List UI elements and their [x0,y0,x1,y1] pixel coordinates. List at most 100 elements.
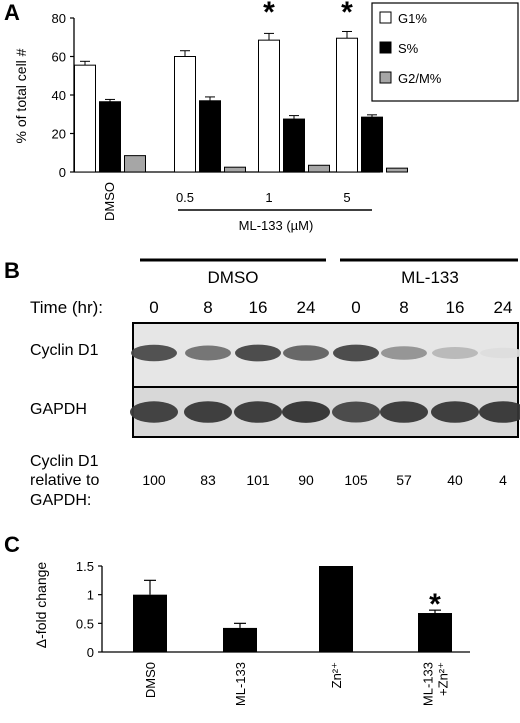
panel-c-y-axis: 0 0.5 1 1.5 [76,559,102,660]
bar-G2/M% [308,164,330,173]
y-tick-label: 20 [52,127,66,142]
cyclin-d1-band [333,344,379,362]
x-label: 0.5 [176,190,194,205]
gapdh-band [479,401,520,423]
quant-value: 101 [246,472,270,488]
y-tick-label: 1.5 [76,559,94,574]
time-value: 16 [446,298,465,317]
panel-a-ylabel: % of total cell # [13,48,29,143]
quant-value: 40 [447,472,463,488]
cyclin-d1-band [432,347,478,359]
panel-a-y-axis: 0 20 40 60 80 [52,11,74,180]
legend-swatch [379,41,392,54]
time-value: 0 [351,298,360,317]
x-label: DMS0 [143,662,158,698]
time-value: 8 [399,298,408,317]
panel-c-letter: C [4,532,20,557]
x-label: 5 [343,190,350,205]
significance-star: * [263,0,275,29]
quant-value: 83 [200,472,216,488]
gapdh-band [130,401,178,423]
panel-c-x-labels: DMS0 ML-133 Zn²⁺ ML-133 +Zn²⁺ [143,662,451,706]
y-tick-label: 0.5 [76,616,94,631]
cyclin-d1-band [131,344,177,362]
bar-G2/M% [124,155,146,173]
x-label: ML-133 [421,662,436,706]
x-label: Zn²⁺ [329,662,344,688]
quant-label-line1: Cyclin D1 [30,453,99,470]
time-value: 16 [249,298,268,317]
panel-c: C Δ-fold change 0 0.5 1 1.5 * DMS0 ML-133 Zn²… [4,532,470,706]
x-label: +Zn²⁺ [436,662,451,696]
y-tick-label: 40 [52,88,66,103]
bar-S% [361,116,383,173]
cyclin-d1-band [185,345,231,361]
y-tick-label: 80 [52,11,66,26]
time-value: 24 [494,298,513,317]
cyclin-d1-band [235,344,281,362]
bar-G1% [174,56,196,173]
bar-S% [199,100,221,173]
quant-value: 90 [298,472,314,488]
panel-a-group-label: ML-133 (µM) [239,218,314,233]
time-value: 24 [297,298,316,317]
bar-DMS0 [133,594,167,652]
legend-box [371,2,519,102]
panel-c-ylabel: Δ-fold change [33,562,49,649]
legend-swatch [379,11,392,24]
panel-b: B DMSO ML-133 Time (hr): 0 8 16 24 0 8 16 24 Cy… [4,258,520,509]
bar-G1% [336,37,358,173]
quant-value: 57 [396,472,412,488]
y-tick-label: 0 [59,165,66,180]
gapdh-band [234,401,282,423]
legend-label: G2/M% [398,71,442,86]
gapdh-bands [130,401,520,423]
cyclin-d1-band [381,346,427,360]
cyclin-d1-band [480,347,520,359]
x-label-dmso: DMSO [102,182,117,221]
group-label-dmso: DMSO [208,268,259,287]
quant-value: 100 [142,472,166,488]
bar-Zn²⁺ [319,566,353,652]
time-labels: 0 8 16 24 0 8 16 24 [149,298,512,317]
bar-G2/M% [386,167,408,173]
significance-star: * [429,588,441,621]
bar-ML-133 [223,627,257,652]
time-value: 0 [149,298,158,317]
bar-G1% [74,64,96,173]
group-label-ml133: ML-133 [401,268,459,287]
panel-b-letter: B [4,258,20,283]
quant-label-line2: relative to [30,472,99,489]
panel-c-bars: * [133,566,452,652]
gapdh-band [282,401,330,423]
bar-G2/M% [224,166,246,173]
quant-value: 105 [344,472,368,488]
quant-label-line3: GAPDH: [30,492,91,509]
legend-swatch [379,71,392,84]
bar-ML-133 +Zn²⁺ [418,613,452,652]
quant-value: 4 [499,472,507,488]
bar-S% [283,118,305,173]
gapdh-row-label: GAPDH [30,401,87,418]
y-tick-label: 60 [52,50,66,65]
panel-a-legend: G1% S% G2/M% [371,2,519,102]
bar-S% [99,101,121,173]
time-value: 8 [203,298,212,317]
significance-star: * [341,0,353,29]
legend-label: G1% [398,11,427,26]
gapdh-band [431,401,479,423]
panel-a-bars: * * [74,0,408,173]
legend-label: S% [398,41,419,56]
gapdh-band [380,401,428,423]
x-label: 1 [265,190,272,205]
cyclin-d1-row-label: Cyclin D1 [30,342,99,359]
bar-G1% [258,39,280,173]
cyclin-d1-bands [131,344,520,362]
cyclin-d1-band [283,345,329,361]
y-tick-label: 0 [87,645,94,660]
gapdh-band [184,401,232,423]
panel-a-letter: A [4,0,20,25]
y-tick-label: 1 [87,588,94,603]
